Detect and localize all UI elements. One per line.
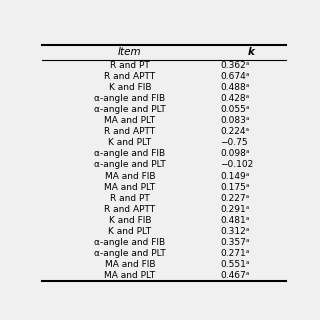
Text: 0.362ᵃ: 0.362ᵃ (220, 61, 249, 70)
Text: Item: Item (118, 47, 142, 57)
Text: MA and FIB: MA and FIB (105, 172, 155, 180)
Text: MA and PLT: MA and PLT (104, 183, 156, 192)
Text: −0.102: −0.102 (220, 160, 253, 169)
Text: 0.175ᵃ: 0.175ᵃ (220, 183, 250, 192)
Text: α-angle and FIB: α-angle and FIB (94, 238, 165, 247)
Text: 0.488ᵃ: 0.488ᵃ (220, 83, 249, 92)
Text: 0.428ᵃ: 0.428ᵃ (220, 94, 249, 103)
Text: 0.271ᵃ: 0.271ᵃ (220, 249, 249, 258)
Text: K and PLT: K and PLT (108, 227, 152, 236)
Text: α-angle and PLT: α-angle and PLT (94, 160, 166, 169)
Text: α-angle and PLT: α-angle and PLT (94, 249, 166, 258)
Text: 0.312ᵃ: 0.312ᵃ (220, 227, 249, 236)
Text: 0.227ᵃ: 0.227ᵃ (220, 194, 249, 203)
Text: 0.083ᵃ: 0.083ᵃ (220, 116, 250, 125)
Text: K and PLT: K and PLT (108, 138, 152, 147)
Text: K and FIB: K and FIB (109, 216, 151, 225)
Text: K and FIB: K and FIB (109, 83, 151, 92)
Text: MA and PLT: MA and PLT (104, 116, 156, 125)
Text: R and PT: R and PT (110, 61, 150, 70)
Text: α-angle and PLT: α-angle and PLT (94, 105, 166, 114)
Text: MA and PLT: MA and PLT (104, 271, 156, 280)
Text: R and APTT: R and APTT (104, 205, 156, 214)
Text: 0.551ᵃ: 0.551ᵃ (220, 260, 250, 269)
Text: α-angle and FIB: α-angle and FIB (94, 94, 165, 103)
Text: R and APTT: R and APTT (104, 72, 156, 81)
Text: −0.75: −0.75 (220, 138, 248, 147)
Text: 0.674ᵃ: 0.674ᵃ (220, 72, 249, 81)
Text: 0.291ᵃ: 0.291ᵃ (220, 205, 249, 214)
Text: α-angle and FIB: α-angle and FIB (94, 149, 165, 158)
Text: 0.224ᵃ: 0.224ᵃ (220, 127, 249, 136)
Text: 0.149ᵃ: 0.149ᵃ (220, 172, 249, 180)
Text: MA and FIB: MA and FIB (105, 260, 155, 269)
Text: R and APTT: R and APTT (104, 127, 156, 136)
Text: 0.098ᵃ: 0.098ᵃ (220, 149, 250, 158)
Text: 0.357ᵃ: 0.357ᵃ (220, 238, 250, 247)
Text: 0.467ᵃ: 0.467ᵃ (220, 271, 249, 280)
Text: 0.481ᵃ: 0.481ᵃ (220, 216, 249, 225)
Text: 0.055ᵃ: 0.055ᵃ (220, 105, 250, 114)
Text: k: k (248, 47, 255, 57)
Text: R and PT: R and PT (110, 194, 150, 203)
